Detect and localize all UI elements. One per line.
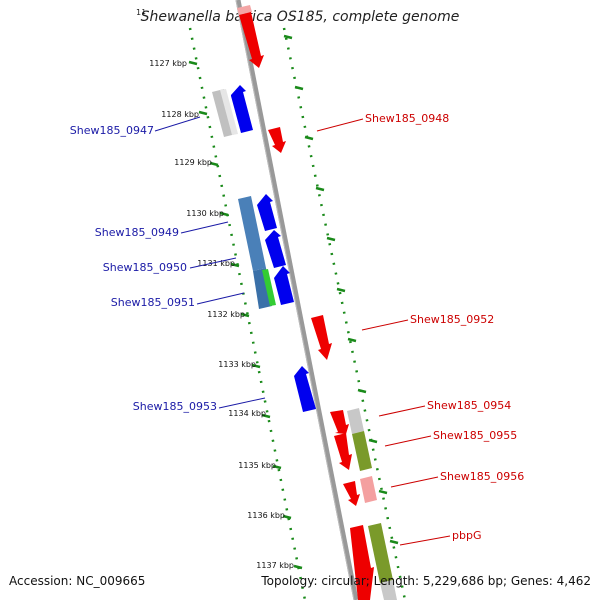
left-tick-marks <box>188 60 303 570</box>
gene-arrow-blue <box>257 194 277 231</box>
gene-arrow-red <box>330 410 349 434</box>
gene-label-left[interactable]: Shew185_0951 <box>111 296 195 309</box>
tick-label: 1128 kbp <box>161 110 199 119</box>
tick-label: 1130 kbp <box>186 209 224 218</box>
gene-arrow-red <box>350 525 374 600</box>
map-title-prefix: 1 <box>136 8 142 17</box>
gene-block-olive <box>368 523 393 583</box>
gene-arrow-red <box>239 12 264 68</box>
gene-block-olive <box>352 431 372 471</box>
gene-block-gray <box>347 408 364 434</box>
gene-arrow-blue <box>274 266 294 305</box>
gene-label-left[interactable]: Shew185_0947 <box>70 124 154 137</box>
gene-label-right[interactable]: Shew185_0955 <box>433 429 517 442</box>
gene-block-gray <box>380 580 397 600</box>
tick-label: 1133 kbp <box>218 360 256 369</box>
gene-arrow-red <box>268 127 286 153</box>
gene-arrow-blue <box>294 366 316 412</box>
kbp-tick-labels: 1 1127 kbp 1128 kbp 1129 kbp 1130 kbp 11… <box>142 8 294 570</box>
gene-label-left[interactable]: Shew185_0953 <box>133 400 217 413</box>
gene-block-light-red <box>360 476 377 503</box>
tick-label: 1129 kbp <box>174 158 212 167</box>
right-label-leaders <box>316 118 451 546</box>
gene-arrow-red <box>343 481 360 506</box>
gene-block-light-red <box>237 5 252 15</box>
tick-label: 1136 kbp <box>247 511 285 520</box>
gene-block-green <box>262 269 276 306</box>
gene-label-right[interactable]: Shew185_0948 <box>365 112 449 125</box>
left-dotted-guide <box>188 27 307 600</box>
tick-label: 1137 kbp <box>256 561 294 570</box>
gene-block-gray <box>220 89 238 135</box>
genome-summary-text: Topology: circular; Length: 5,229,686 bp… <box>261 574 591 588</box>
left-label-leaders <box>154 116 266 409</box>
map-title: Shewanella baltica OS185, complete genom… <box>140 9 460 25</box>
gene-label-right[interactable]: Shew185_0952 <box>410 313 494 326</box>
tick-label: 1 <box>142 8 146 16</box>
gene-arrow-red <box>334 433 352 470</box>
gene-label-right[interactable]: Shew185_0954 <box>427 399 511 412</box>
gene-label-left[interactable]: Shew185_0949 <box>95 226 179 239</box>
gene-label-right[interactable]: pbpG <box>452 529 481 542</box>
right-tick-marks <box>283 34 399 545</box>
tick-label: 1127 kbp <box>149 59 187 68</box>
gene-label-right[interactable]: Shew185_0956 <box>440 470 524 483</box>
gene-arrow-blue <box>231 85 253 133</box>
gene-arrow-blue <box>265 230 286 268</box>
accession-text: Accession: NC_009665 <box>9 574 146 588</box>
tick-label: 1135 kbp <box>238 461 276 470</box>
tick-label: 1134 kbp <box>228 409 266 418</box>
gene-arrow-red <box>311 315 332 360</box>
gene-block-steelblue <box>238 196 266 271</box>
genome-backbone <box>235 0 359 600</box>
gene-label-left[interactable]: Shew185_0950 <box>103 261 187 274</box>
tick-label: 1132 kbp <box>207 310 245 319</box>
tick-label: 1131 kbp <box>197 259 235 268</box>
